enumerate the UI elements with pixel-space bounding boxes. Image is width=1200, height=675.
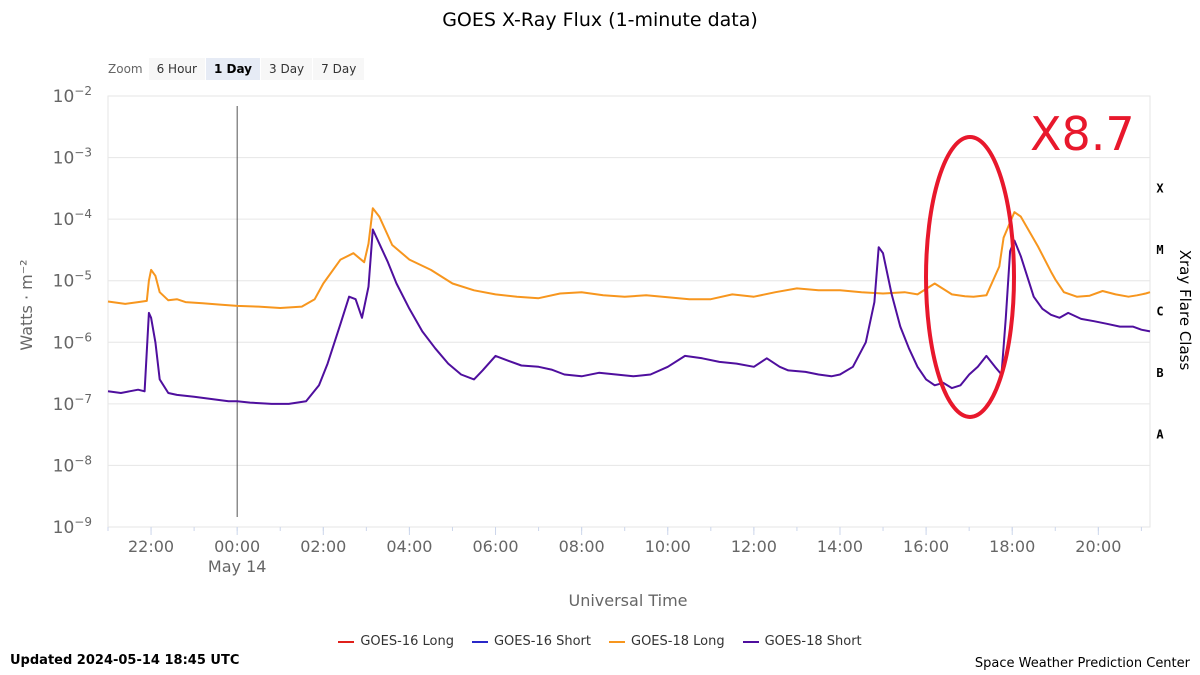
zoom-6hour-button[interactable]: 6 Hour: [148, 58, 205, 80]
y-tick-label: 10−2: [53, 84, 92, 107]
y-axis: 10−2 10−3 10−4 10−5 10−6 10−7 10−8 10−9: [53, 84, 92, 538]
flare-class-label: C: [1156, 305, 1163, 319]
legend-label: GOES-18 Long: [631, 634, 725, 649]
chart-title: GOES X-Ray Flux (1-minute data): [442, 9, 758, 31]
x-tick-label: 22:00: [128, 537, 174, 556]
series-line-goes-18-long: [107, 207, 1151, 309]
x-tick-label: 06:00: [472, 537, 518, 556]
legend-item-goes16-long[interactable]: GOES-16 Long: [338, 634, 454, 649]
series-line-goes-18-short: [107, 228, 1151, 405]
legend-item-goes18-short[interactable]: GOES-18 Short: [742, 634, 862, 649]
chart-legend: GOES-16 Long GOES-16 Short GOES-18 Long …: [0, 634, 1200, 649]
flare-class-label: B: [1156, 366, 1163, 380]
flare-class-label: M: [1156, 243, 1163, 257]
legend-item-goes16-short[interactable]: GOES-16 Short: [471, 634, 591, 649]
x-tick-label: 16:00: [903, 537, 949, 556]
y-tick-label: 10−3: [53, 146, 92, 169]
x-tick-label: 18:00: [989, 537, 1035, 556]
x-axis: 22:00 00:00 02:00 04:00 06:00 08:00 10:00 12:00…: [107, 527, 1142, 576]
legend-swatch: [742, 640, 759, 643]
updated-timestamp: Updated 2024-05-14 18:45 UTC: [10, 653, 240, 668]
legend-label: GOES-16 Long: [360, 634, 454, 649]
zoom-3day-button[interactable]: 3 Day: [261, 58, 313, 80]
flare-class-axis: X M C B A: [1156, 181, 1164, 441]
x-axis-label: Universal Time: [568, 591, 687, 610]
legend-label: GOES-16 Short: [493, 634, 591, 649]
legend-swatch: [338, 640, 355, 643]
legend-swatch: [471, 640, 488, 643]
flare-annotation: X8.7: [924, 107, 1135, 419]
x-tick-label: 10:00: [645, 537, 691, 556]
x-tick-label: 02:00: [300, 537, 346, 556]
chart-grid: [107, 95, 1151, 528]
date-label: May 14: [208, 557, 267, 576]
credit-text: Space Weather Prediction Center: [974, 656, 1190, 671]
zoom-7day-button[interactable]: 7 Day: [313, 58, 365, 80]
x-tick-label: 20:00: [1075, 537, 1121, 556]
x-tick-label: 08:00: [559, 537, 605, 556]
zoom-label: Zoom: [108, 62, 143, 76]
flare-class-axis-label: Xray Flare Class: [1176, 250, 1194, 371]
x-tick-label: 00:00: [214, 537, 260, 556]
flare-class-label: A: [1156, 428, 1164, 442]
y-tick-label: 10−6: [53, 330, 92, 353]
y-tick-label: 10−7: [53, 392, 92, 415]
legend-label: GOES-18 Short: [764, 634, 862, 649]
legend-item-goes18-long[interactable]: GOES-18 Long: [609, 634, 725, 649]
y-axis-label: Watts · m⁻²: [17, 259, 36, 350]
series-lines: [107, 207, 1151, 405]
x-tick-label: 14:00: [817, 537, 863, 556]
annotation-text: X8.7: [1030, 107, 1135, 161]
flare-class-label: X: [1156, 181, 1164, 195]
legend-swatch: [609, 640, 625, 643]
zoom-bar: Zoom 6 Hour 1 Day 3 Day 7 Day: [108, 58, 365, 80]
x-tick-label: 04:00: [386, 537, 432, 556]
annotation-circle: [924, 135, 1016, 419]
y-tick-label: 10−9: [53, 515, 92, 538]
x-tick-label: 12:00: [731, 537, 777, 556]
y-tick-label: 10−5: [53, 269, 92, 292]
zoom-1day-button[interactable]: 1 Day: [205, 58, 260, 80]
y-tick-label: 10−4: [53, 207, 92, 230]
y-tick-label: 10−8: [53, 453, 92, 476]
